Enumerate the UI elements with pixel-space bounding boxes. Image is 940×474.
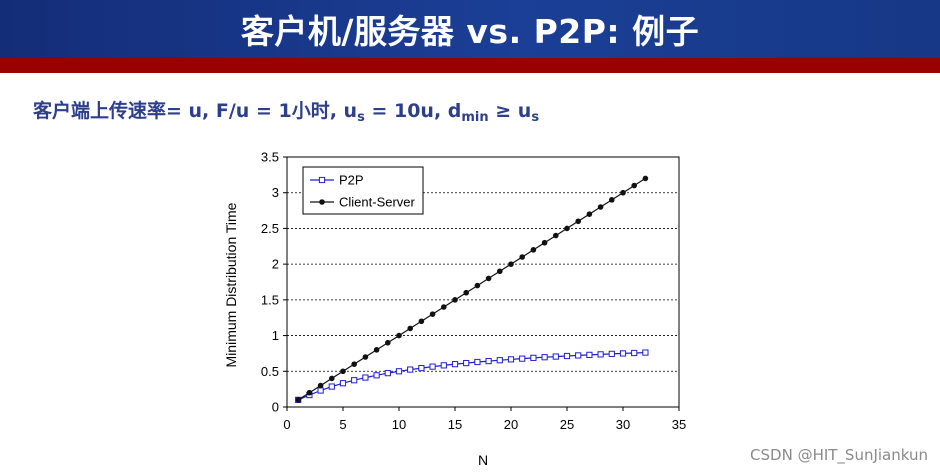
y-tick-label-2: 1 (272, 328, 279, 343)
series-0-point-3 (328, 383, 335, 390)
series-0-point-24 (563, 352, 571, 360)
series-1-point-27 (597, 204, 604, 210)
series-0-point-6 (362, 374, 369, 381)
legend-box (302, 166, 424, 215)
header-accent-bar (0, 58, 940, 73)
y-tick-label-3: 1.5 (261, 292, 279, 307)
param-dmin-subscript: min (461, 110, 489, 125)
series-1-point-9 (396, 332, 402, 339)
series-1-point-29 (620, 189, 626, 196)
series-0-point-29 (619, 350, 627, 357)
y-tick-label-6: 3 (272, 185, 279, 200)
series-1-point-28 (609, 197, 615, 203)
series-1-point-3 (329, 375, 335, 382)
param-text-prefix: 客户端上传速率= u, F/u = 1小时, u (33, 100, 358, 122)
series-0-point-9 (395, 368, 403, 375)
param-us-subscript: s (357, 110, 365, 125)
x-axis-label: N (478, 452, 488, 468)
series-1-point-31 (642, 175, 649, 182)
slide-header: 客户机/服务器 vs. P2P: 例子 (0, 0, 940, 58)
x-tick-label-3: 15 (448, 417, 462, 432)
series-0-point-31 (642, 349, 649, 356)
series-1-point-25 (575, 218, 581, 225)
series-1-point-19 (508, 261, 514, 267)
plot-frame (286, 156, 680, 408)
series-0-point-27 (597, 351, 604, 358)
series-0-point-28 (608, 350, 615, 357)
y-tick-label-7: 3.5 (261, 150, 279, 165)
series-1-point-8 (385, 339, 391, 346)
series-0-point-19 (507, 356, 515, 363)
y-tick-label-1: 0.5 (261, 364, 279, 379)
x-tick-label-0: 0 (283, 417, 290, 432)
series-0-point-25 (575, 352, 582, 359)
series-1-point-12 (429, 311, 436, 317)
series-0-point-26 (586, 351, 593, 358)
series-1-point-5 (351, 361, 358, 367)
series-0-point-21 (530, 354, 537, 361)
series-1-point-11 (418, 318, 425, 325)
series-0-point-11 (418, 364, 425, 372)
series-1-point-26 (586, 211, 593, 217)
series-0-point-13 (440, 362, 447, 369)
series-1-point-1 (306, 389, 313, 396)
series-0-point-30 (631, 349, 638, 357)
series-1-point-6 (362, 354, 369, 360)
series-1-point-30 (631, 182, 637, 189)
series-0-point-5 (351, 377, 358, 384)
series-1-point-15 (463, 289, 470, 296)
param-text-ge: ≥ u (488, 100, 532, 122)
series-1-point-17 (485, 275, 492, 282)
series-0-point-17 (485, 357, 492, 365)
x-tick-label-1: 5 (339, 417, 346, 432)
series-1-point-24 (564, 225, 570, 232)
series-1-point-18 (497, 268, 503, 275)
x-tick-label-6: 30 (616, 417, 630, 432)
series-0-point-23 (552, 353, 559, 360)
series-1-point-22 (541, 239, 548, 246)
series-0-point-12 (429, 363, 436, 370)
series-1-point-2 (317, 382, 324, 389)
series-0-point-8 (384, 370, 391, 377)
series-0-point-20 (519, 355, 526, 362)
series-1-point-23 (553, 232, 559, 239)
series-0-point-14 (451, 361, 459, 368)
legend-marker-1 (319, 199, 325, 205)
param-us2-subscript: s (531, 110, 540, 125)
series-1-point-21 (530, 247, 537, 253)
legend-label-0: P2P (339, 173, 364, 188)
y-tick-label-4: 2 (272, 257, 279, 272)
param-text-mid: = 10u, d (364, 100, 462, 122)
x-tick-label-7: 35 (672, 417, 686, 432)
series-1-point-4 (340, 368, 346, 375)
series-0-point-7 (373, 372, 380, 379)
series-line-0 (297, 352, 646, 401)
legend-marker-0 (318, 176, 326, 184)
parameter-line: 客户端上传速率= u, F/u = 1小时, us = 10u, dmin ≥ … (33, 96, 539, 125)
watermark: CSDN @HIT_SunJiankun (750, 446, 928, 464)
x-tick-label-5: 25 (560, 417, 574, 432)
series-0-point-2 (317, 387, 324, 394)
x-tick-label-2: 10 (392, 417, 406, 432)
series-1-point-20 (519, 254, 525, 260)
series-1-point-7 (373, 347, 380, 353)
y-tick-label-0: 0 (272, 400, 279, 415)
series-1-point-16 (474, 282, 481, 289)
series-0-point-4 (339, 380, 347, 387)
series-0-point-22 (541, 354, 548, 361)
series-1-point-0 (295, 397, 302, 403)
y-axis-label: Minimum Distribution Time (223, 202, 239, 367)
series-1-point-13 (441, 304, 447, 310)
series-0-point-10 (407, 366, 414, 373)
series-1-point-10 (407, 325, 414, 332)
legend-label-1: Client-Server (339, 195, 416, 210)
series-1-point-14 (452, 297, 458, 303)
x-tick-label-4: 20 (504, 417, 518, 432)
series-0-point-18 (496, 357, 503, 364)
series-0-point-15 (463, 359, 470, 367)
y-tick-label-5: 2.5 (261, 221, 279, 236)
slide-title: 客户机/服务器 vs. P2P: 例子 (240, 12, 700, 51)
series-0-point-16 (474, 358, 481, 366)
